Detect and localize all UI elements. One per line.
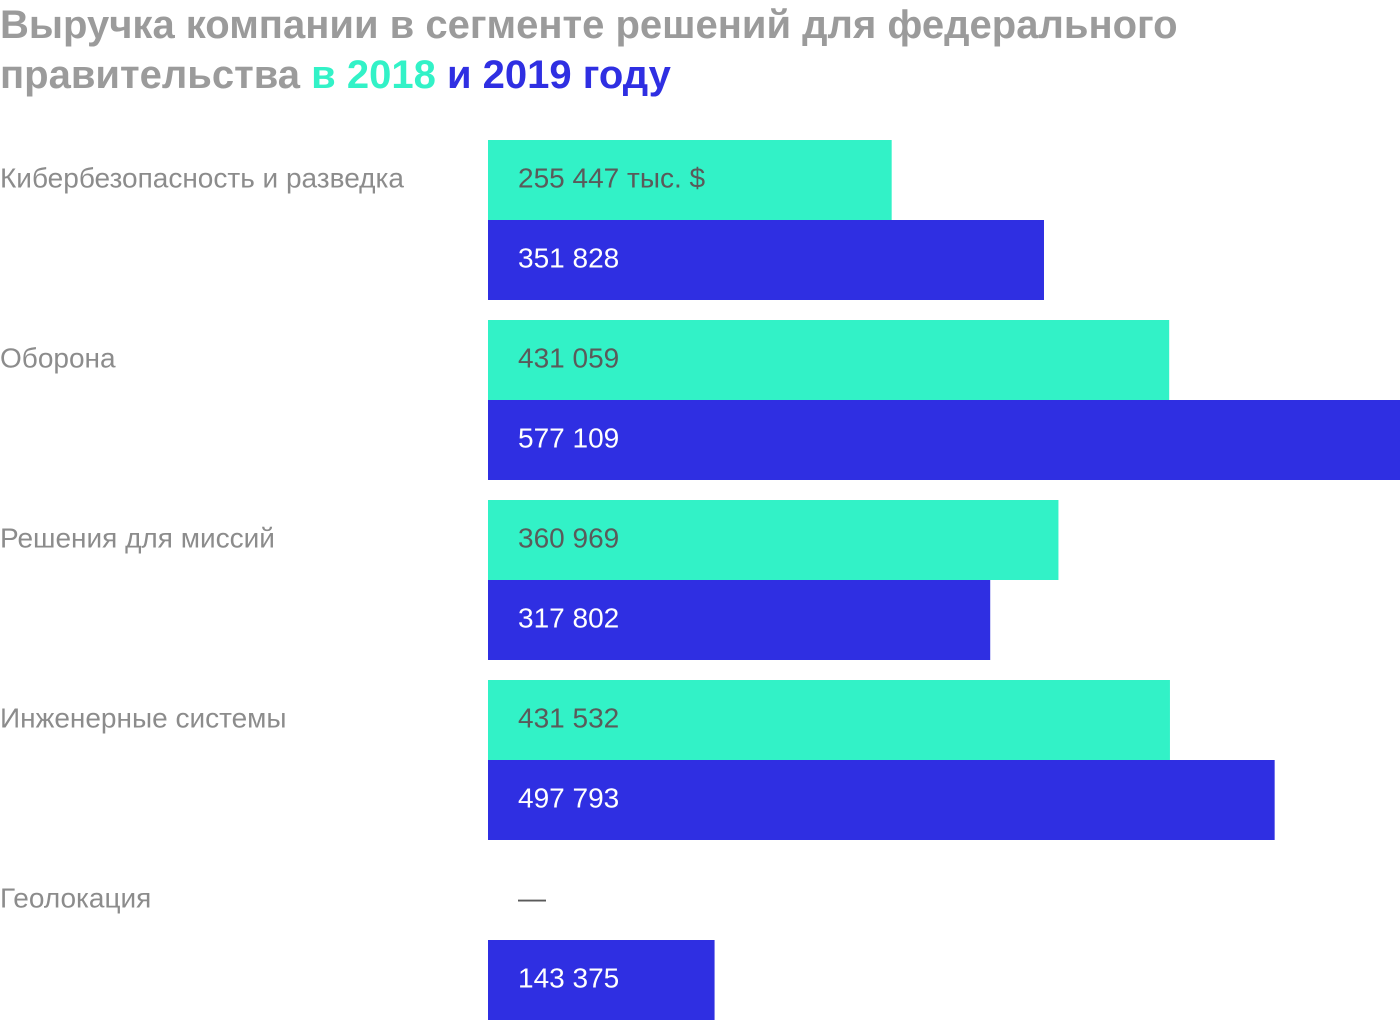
value-label: 143 375 (518, 962, 619, 993)
bar (488, 140, 892, 220)
category-label: Решения для миссий (0, 522, 275, 553)
bar (488, 940, 715, 1020)
chart-title-block: Выручка компании в сегменте решений для … (0, 0, 1260, 100)
value-label: 351 828 (518, 242, 619, 273)
value-label: 497 793 (518, 782, 619, 813)
chart-title: Выручка компании в сегменте решений для … (0, 3, 1178, 97)
legend-entry: и 2019 году (446, 53, 671, 97)
category-label: Оборона (0, 342, 116, 373)
bar (488, 220, 1044, 300)
category-label: Инженерные системы (0, 702, 287, 733)
bar (488, 500, 1059, 580)
category-label: Кибербезопасность и разведка (0, 162, 404, 193)
value-label: 577 109 (518, 422, 619, 453)
category-label: Геолокация (0, 882, 151, 913)
value-label: 431 059 (518, 342, 619, 373)
value-label: 255 447 тыс. $ (518, 162, 706, 193)
bar (488, 320, 1170, 400)
bar (488, 680, 1170, 760)
value-label: 317 802 (518, 602, 619, 633)
bar (488, 580, 991, 660)
value-label: — (518, 882, 546, 913)
value-label: 360 969 (518, 522, 619, 553)
legend-entry: в 2018 (311, 53, 436, 97)
value-label: 431 532 (518, 702, 619, 733)
bar (488, 760, 1275, 840)
bar (488, 400, 1400, 480)
